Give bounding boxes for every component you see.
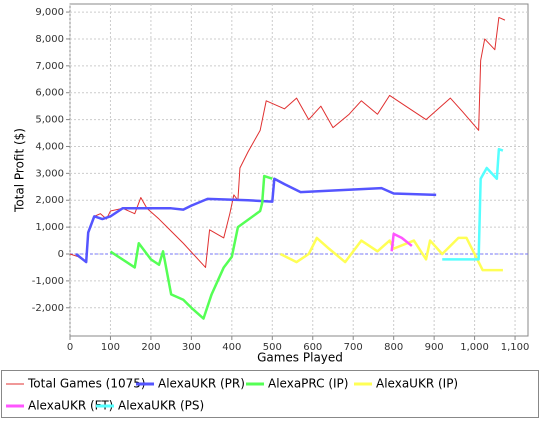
legend-label: AlexaUKR (PR) <box>158 377 245 391</box>
y-tick-label: -1,000 <box>32 276 64 287</box>
y-tick-label: -2,000 <box>32 303 64 314</box>
y-tick-label: 2,000 <box>35 195 64 206</box>
x-tick-label: 0 <box>67 342 73 353</box>
series-line <box>109 174 273 320</box>
y-tick-label: 9,000 <box>35 7 64 18</box>
x-tick-label: 1,000 <box>460 342 489 353</box>
x-tick-label: 900 <box>425 342 444 353</box>
y-tick-label: 1,000 <box>35 222 64 233</box>
legend-label: AlexaUKR (FT) <box>28 399 113 413</box>
legend-label: Total Games (1075) <box>27 377 146 391</box>
legend-label: AlexaPRC (IP) <box>268 377 348 391</box>
series-line <box>75 177 437 264</box>
x-tick-label: 800 <box>384 342 403 353</box>
legend-label: AlexaUKR (PS) <box>118 399 204 413</box>
y-tick-label: 7,000 <box>35 61 64 72</box>
y-tick-label: 6,000 <box>35 88 64 99</box>
x-tick-label: 100 <box>101 342 120 353</box>
x-tick-label: 1,100 <box>501 342 530 353</box>
x-tick-label: 300 <box>182 342 201 353</box>
x-tick-label: 700 <box>344 342 363 353</box>
series-line <box>442 147 504 261</box>
y-tick-label: 4,000 <box>35 141 64 152</box>
y-tick-label: 5,000 <box>35 115 64 126</box>
series-line <box>69 16 506 268</box>
plot-area <box>69 3 529 337</box>
y-tick-label: 0 <box>58 249 64 260</box>
x-axis-label: Games Played <box>257 351 343 365</box>
y-axis-label: Total Profit ($) <box>13 128 27 213</box>
legend <box>1 370 539 418</box>
x-tick-label: 600 <box>303 342 322 353</box>
y-tick-label: 8,000 <box>35 34 64 45</box>
y-tick-label: 3,000 <box>35 168 64 179</box>
series-line <box>390 232 413 252</box>
legend-label: AlexaUKR (IP) <box>376 377 458 391</box>
x-tick-label: 500 <box>263 342 282 353</box>
x-tick-label: 200 <box>141 342 160 353</box>
x-tick-label: 400 <box>222 342 241 353</box>
